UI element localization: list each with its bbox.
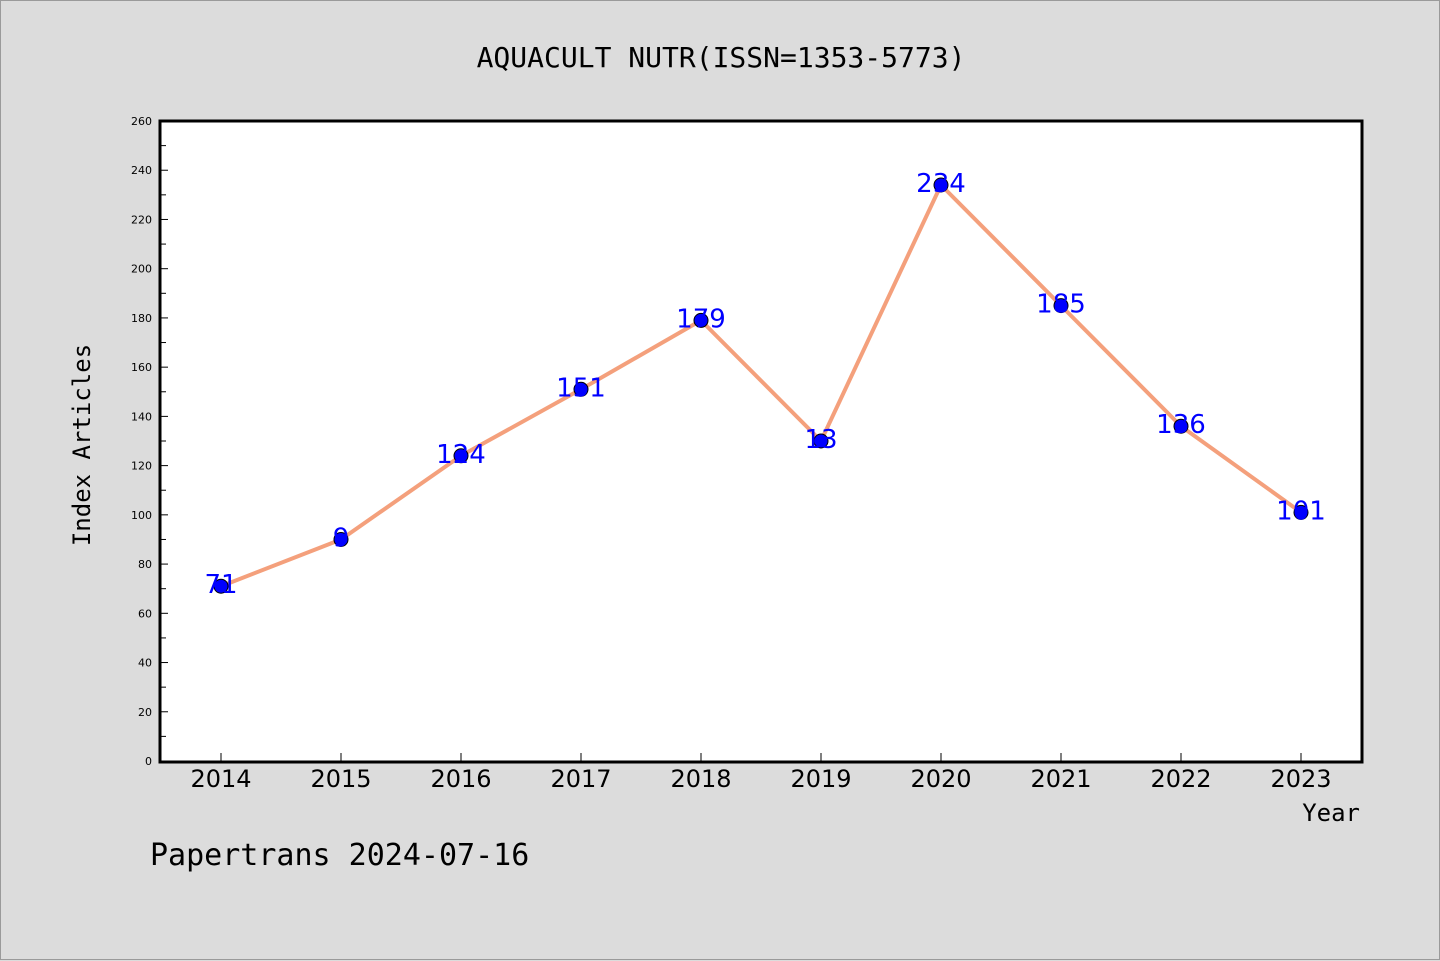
series-line <box>213 177 1309 594</box>
y-tick-label: 160 <box>131 361 152 374</box>
x-tick-label: 2016 <box>430 765 491 793</box>
series-line-path <box>220 183 1303 589</box>
plot-area <box>158 119 1364 764</box>
footer-text: Papertrans 2024-07-16 <box>150 838 529 873</box>
x-axis-label: Year <box>1302 799 1360 827</box>
data-point <box>453 448 469 464</box>
data-label: 151 <box>556 373 606 403</box>
y-tick-label: 0 <box>145 755 152 768</box>
x-tick-label: 2019 <box>790 765 851 793</box>
y-tick-label: 120 <box>131 460 152 473</box>
data-label: 185 <box>1036 290 1086 320</box>
x-tick-label: 2018 <box>670 765 731 793</box>
x-tick-label: 2014 <box>190 765 251 793</box>
data-label: 179 <box>676 304 726 334</box>
y-tick-label: 180 <box>131 312 152 325</box>
data-label: 71 <box>204 570 237 600</box>
data-point <box>573 381 589 397</box>
data-point <box>813 433 829 449</box>
y-tick-label: 80 <box>138 558 152 571</box>
x-tick-label: 2021 <box>1030 765 1091 793</box>
y-tick-label: 200 <box>131 263 152 276</box>
x-tick-label: 2017 <box>550 765 611 793</box>
data-point <box>1053 298 1069 314</box>
data-label: 101 <box>1276 496 1326 526</box>
y-tick-label: 260 <box>131 115 152 128</box>
data-point <box>333 531 349 547</box>
x-tick-label: 2020 <box>910 765 971 793</box>
data-label: 234 <box>916 169 966 199</box>
x-tick-label: 2015 <box>310 765 371 793</box>
y-tick-label: 20 <box>138 706 152 719</box>
data-label: 13 <box>804 425 837 455</box>
y-tick-label: 60 <box>138 607 152 620</box>
y-tick-label: 100 <box>131 509 152 522</box>
x-axis: 2014 2015 2016 2017 2018 2019 2020 2021 2022 2023 <box>190 753 1332 793</box>
chart-title: AQUACULT NUTR(ISSN=1353-5773) <box>477 41 966 74</box>
y-tick-label: 140 <box>131 410 152 423</box>
y-axis: 0 20 40 60 80 100 120 140 160 180 200 220 240 260 <box>131 115 168 768</box>
x-tick-label: 2022 <box>1150 765 1211 793</box>
data-point <box>1293 504 1309 520</box>
y-tick-label: 40 <box>138 657 152 670</box>
data-label: 9 <box>333 523 350 553</box>
data-point <box>213 578 229 594</box>
data-label: 124 <box>436 440 486 470</box>
data-point <box>1173 418 1189 434</box>
data-labels: 71 9 124 151 179 13 234 185 136 101 <box>204 169 1325 600</box>
data-label: 136 <box>1156 410 1206 440</box>
data-point <box>933 177 949 193</box>
y-tick-label: 220 <box>131 213 152 226</box>
y-tick-label: 240 <box>131 164 152 177</box>
x-tick-label: 2023 <box>1270 765 1331 793</box>
y-axis-label: Index Articles <box>68 344 96 546</box>
data-point <box>693 312 709 328</box>
